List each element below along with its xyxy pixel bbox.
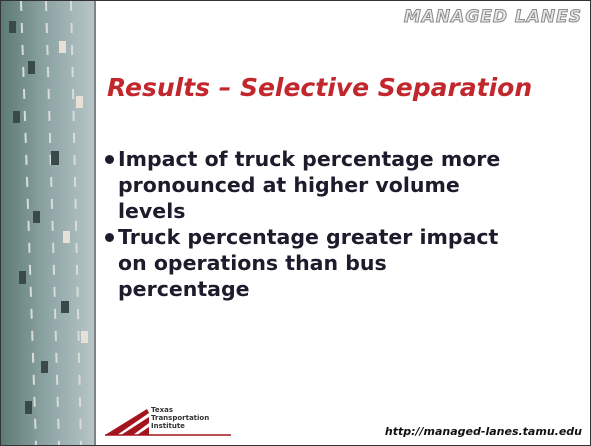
footer-url: http://managed-lanes.tamu.edu	[384, 425, 582, 438]
logo-line: Institute	[151, 422, 185, 430]
logo-text: Texas Transportation Institute	[151, 406, 209, 430]
slide-title: Results – Selective Separation	[107, 73, 533, 102]
bullet-line: percentage	[118, 277, 250, 301]
bullet: Truck percentage greater impact on opera…	[105, 224, 498, 302]
logo-line: Texas	[151, 406, 173, 414]
bullet-dot	[105, 155, 114, 164]
bullet-dot	[105, 233, 114, 242]
brand: MANAGED LANES	[403, 7, 582, 28]
bullet-line: levels	[118, 199, 186, 223]
bullet-line: Truck percentage greater impact	[118, 225, 499, 249]
bullet-line: pronounced at higher volume	[118, 173, 460, 197]
logo-mark	[105, 409, 231, 436]
bullet-line: on operations than bus	[118, 251, 387, 275]
bullet-line: Impact of truck percentage more	[118, 147, 501, 171]
highway-photo	[1, 1, 96, 445]
logo-line: Transportation	[151, 414, 210, 422]
bullet: Impact of truck percentage more pronounc…	[105, 146, 500, 224]
